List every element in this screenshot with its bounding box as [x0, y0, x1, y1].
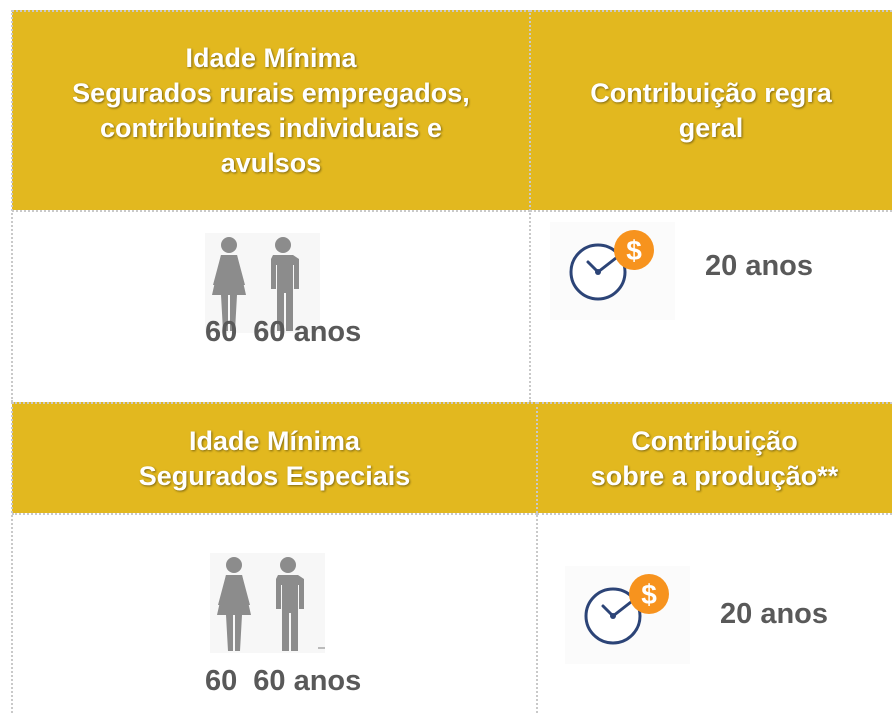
people-box — [205, 233, 320, 333]
currency-symbol: $ — [626, 235, 642, 266]
header-line: Contribuição — [631, 425, 798, 456]
people-box — [210, 553, 325, 653]
age-header: Idade Mínima Segurados Especiais — [12, 402, 537, 513]
header-line: geral — [678, 113, 744, 143]
left-border — [11, 402, 13, 713]
contribution-header: Contribuição sobre a produção** — [537, 402, 892, 513]
header-line: Segurados Especiais — [138, 460, 411, 491]
header-line: avulsos — [220, 148, 322, 178]
people-icon — [205, 233, 320, 333]
header-line: Contribuição regra — [590, 78, 832, 108]
age-label: 60 60 anos — [205, 665, 361, 698]
age-woman: 60 — [205, 316, 238, 348]
clock-graphic: $ — [584, 574, 669, 645]
header-line: Segurados rurais empregados, — [72, 78, 470, 108]
left-border — [11, 10, 13, 402]
contribution-header: Contribuição regra geral — [530, 10, 892, 210]
contribution-value: 20 anos — [720, 598, 828, 630]
clock-graphic: $ — [569, 230, 654, 301]
header-line: sobre a produção** — [590, 460, 839, 491]
column-divider — [529, 10, 531, 402]
age-woman: 60 — [205, 665, 238, 697]
contribution-value: 20 anos — [705, 250, 813, 282]
clock-icon: $ — [565, 566, 690, 664]
age-man: 60 anos — [253, 316, 362, 348]
clock-icon: $ — [550, 222, 675, 320]
contribution-years: 20 anos — [720, 598, 828, 631]
age-label: 60 60 anos — [205, 316, 361, 349]
contribution-years: 20 anos — [705, 250, 813, 283]
header-line: Idade Mínima — [185, 43, 357, 73]
currency-symbol: $ — [641, 579, 657, 610]
age-man: 60 anos — [253, 665, 362, 697]
header-line: Idade Mínima — [188, 425, 361, 456]
age-header: Idade Mínima Segurados rurais empregados,… — [12, 10, 530, 210]
column-divider — [536, 402, 538, 713]
header-line: contribuintes individuais e — [99, 113, 443, 143]
people-icon — [210, 553, 325, 653]
